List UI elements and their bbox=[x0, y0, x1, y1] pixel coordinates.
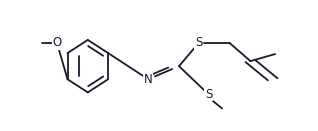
Text: O: O bbox=[52, 36, 62, 50]
Text: S: S bbox=[195, 36, 202, 50]
Text: N: N bbox=[144, 73, 153, 86]
Text: S: S bbox=[205, 88, 212, 101]
